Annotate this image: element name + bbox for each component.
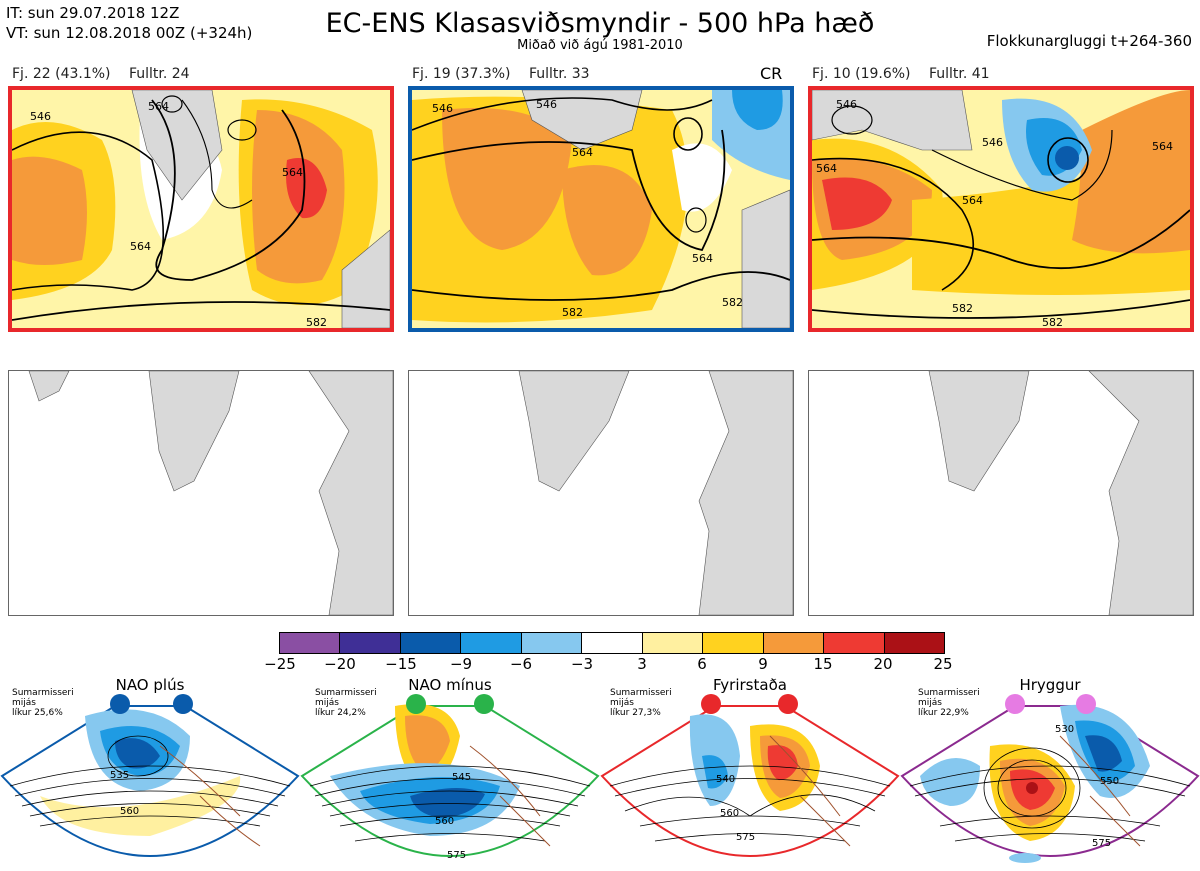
regime-2-note-line: Sumarmisseri bbox=[315, 688, 377, 698]
regime-3-title: Fyrirstaða bbox=[713, 676, 787, 694]
cluster-1-map: 546 564 564 564 582 bbox=[8, 86, 394, 332]
regime-3-note-line: mijás bbox=[610, 698, 634, 708]
regime-2-label: 560 bbox=[435, 816, 454, 827]
colorbar-swatch bbox=[280, 633, 341, 653]
regime-1-label: 560 bbox=[120, 806, 139, 817]
colorbar-swatch bbox=[703, 633, 764, 653]
cluster-2-contour-label: 564 bbox=[692, 252, 713, 265]
regime-nao-minus: 545 560 575 NAO mínus Sumarmisseri mijás… bbox=[300, 676, 600, 871]
colorbar-swatch bbox=[763, 633, 825, 653]
colorbar-swatch bbox=[340, 633, 401, 653]
cluster-2-map: 546 546 564 564 582 582 bbox=[408, 86, 794, 332]
colorbar-tick: −25 bbox=[264, 655, 296, 673]
colorbar-tick: −6 bbox=[509, 655, 533, 673]
regime-ridge: 530 550 575 Hryggur Sumarmisseri mijás l… bbox=[900, 676, 1200, 871]
regime-3-label: 540 bbox=[716, 774, 735, 785]
regime-2-title: NAO mínus bbox=[408, 676, 492, 694]
colorbar bbox=[279, 632, 945, 654]
colorbar-swatch bbox=[642, 633, 704, 653]
regime-4-note: Sumarmisseri mijás líkur 22,9% bbox=[918, 688, 980, 718]
cluster-3-contour-label: 564 bbox=[1152, 140, 1173, 153]
cluster-3-contour-label: 546 bbox=[982, 136, 1003, 149]
regime-3-label: 560 bbox=[720, 808, 739, 819]
regime-1-title: NAO plús bbox=[115, 676, 185, 694]
valid-time: VT: sun 12.08.2018 00Z (+324h) bbox=[6, 24, 253, 42]
cluster-2-label: Fj. 19 (37.3%) Fulltr. 33 bbox=[412, 66, 604, 82]
empty-map-1 bbox=[8, 370, 394, 616]
cluster-3-contour-label: 546 bbox=[836, 98, 857, 111]
colorbar-tick: 3 bbox=[637, 655, 647, 673]
cluster-3-label: Fj. 10 (19.6%) Fulltr. 41 bbox=[812, 66, 1004, 82]
cluster-1-contour-label: 564 bbox=[148, 100, 169, 113]
regime-4-note-line: líkur 22,9% bbox=[918, 708, 969, 718]
colorbar-tick: −20 bbox=[324, 655, 356, 673]
regime-4-label: 550 bbox=[1100, 776, 1119, 787]
cluster-3-contour-label: 564 bbox=[816, 162, 837, 175]
regime-1-note-line: Sumarmisseri bbox=[12, 688, 74, 698]
colorbar-swatch bbox=[461, 633, 522, 653]
regime-2-label: 545 bbox=[452, 772, 471, 783]
regime-blocking: 540 560 575 Fyrirstaða Sumarmisseri mijá… bbox=[600, 676, 900, 871]
colorbar-tick: 25 bbox=[933, 655, 953, 673]
colorbar-tick: 6 bbox=[697, 655, 707, 673]
colorbar-swatch bbox=[582, 633, 643, 653]
regime-4-label: 530 bbox=[1055, 724, 1074, 735]
cluster-3-contour-label: 582 bbox=[1042, 316, 1063, 328]
cluster-2-fj: Fj. 19 (37.3%) bbox=[412, 66, 511, 82]
regime-4-title: Hryggur bbox=[1019, 676, 1081, 694]
cluster-1-contour-label: 546 bbox=[30, 110, 51, 123]
colorbar-tick: 20 bbox=[873, 655, 893, 673]
colorbar-tick: 15 bbox=[813, 655, 833, 673]
colorbar-tick: −9 bbox=[449, 655, 473, 673]
regime-4-note-line: Sumarmisseri bbox=[918, 688, 980, 698]
regime-3-note-line: líkur 27,3% bbox=[610, 708, 661, 718]
page-title: EC-ENS Klasasviðsmyndir - 500 hPa hæð bbox=[325, 8, 875, 39]
cluster-1-label: Fj. 22 (43.1%) Fulltr. 24 bbox=[12, 66, 204, 82]
regime-4-label: 575 bbox=[1092, 838, 1111, 849]
page-subtitle: Miðað við ágú 1981-2010 bbox=[517, 38, 683, 53]
cluster-3-contour-label: 582 bbox=[952, 302, 973, 315]
cluster-2-contour-label: 564 bbox=[572, 146, 593, 159]
cluster-2-contour-label: 582 bbox=[722, 296, 743, 309]
regime-3-note: Sumarmisseri mijás líkur 27,3% bbox=[610, 688, 672, 718]
initial-time: IT: sun 29.07.2018 12Z bbox=[6, 4, 180, 22]
regime-4-note-line: mijás bbox=[918, 698, 942, 708]
empty-map-3 bbox=[808, 370, 1194, 616]
cluster-3-map: 546 546 564 564 582 582 564 bbox=[808, 86, 1194, 332]
cluster-3-fulltr: Fulltr. 41 bbox=[928, 66, 990, 82]
regime-1-note: Sumarmisseri mijás líkur 25,6% bbox=[12, 688, 74, 718]
cluster-1-fj: Fj. 22 (43.1%) bbox=[12, 66, 111, 82]
cluster-1-contour-label: 582 bbox=[306, 316, 327, 328]
colorbar-swatch bbox=[521, 633, 583, 653]
regime-nao-plus: 535 560 NAO plús Sumarmisseri mijás líku… bbox=[0, 676, 300, 871]
cluster-2-contour-label: 546 bbox=[536, 98, 557, 111]
colorbar-swatch bbox=[400, 633, 462, 653]
empty-map-2 bbox=[408, 370, 794, 616]
regime-1-note-line: líkur 25,6% bbox=[12, 708, 63, 718]
colorbar-swatch bbox=[884, 633, 944, 653]
regime-2-label: 575 bbox=[447, 850, 466, 861]
colorbar-tick: −15 bbox=[385, 655, 417, 673]
colorbar-tick: 9 bbox=[758, 655, 768, 673]
regime-1-note-line: mijás bbox=[12, 698, 36, 708]
cluster-2-contour-label: 546 bbox=[432, 102, 453, 115]
cluster-1-contour-label: 564 bbox=[282, 166, 303, 179]
cluster-3-contour-label: 564 bbox=[962, 194, 983, 207]
cluster-1-contour-label: 564 bbox=[130, 240, 151, 253]
colorbar-tick: −3 bbox=[570, 655, 594, 673]
colorbar-swatch bbox=[824, 633, 885, 653]
regime-3-note-line: Sumarmisseri bbox=[610, 688, 672, 698]
regime-2-note-line: líkur 24,2% bbox=[315, 708, 366, 718]
cluster-2-contour-label: 582 bbox=[562, 306, 583, 319]
cluster-1-fulltr: Fulltr. 24 bbox=[128, 66, 190, 82]
classification-window: Flokkunargluggi t+264-360 bbox=[986, 32, 1192, 50]
regime-2-note: Sumarmisseri mijás líkur 24,2% bbox=[315, 688, 377, 718]
regime-2-note-line: mijás bbox=[315, 698, 339, 708]
cluster-3-fj: Fj. 10 (19.6%) bbox=[812, 66, 911, 82]
regime-3-label: 575 bbox=[736, 832, 755, 843]
cluster-2-tag: CR bbox=[760, 64, 783, 83]
cluster-2-fulltr: Fulltr. 33 bbox=[528, 66, 590, 82]
regime-1-label: 535 bbox=[110, 770, 129, 781]
